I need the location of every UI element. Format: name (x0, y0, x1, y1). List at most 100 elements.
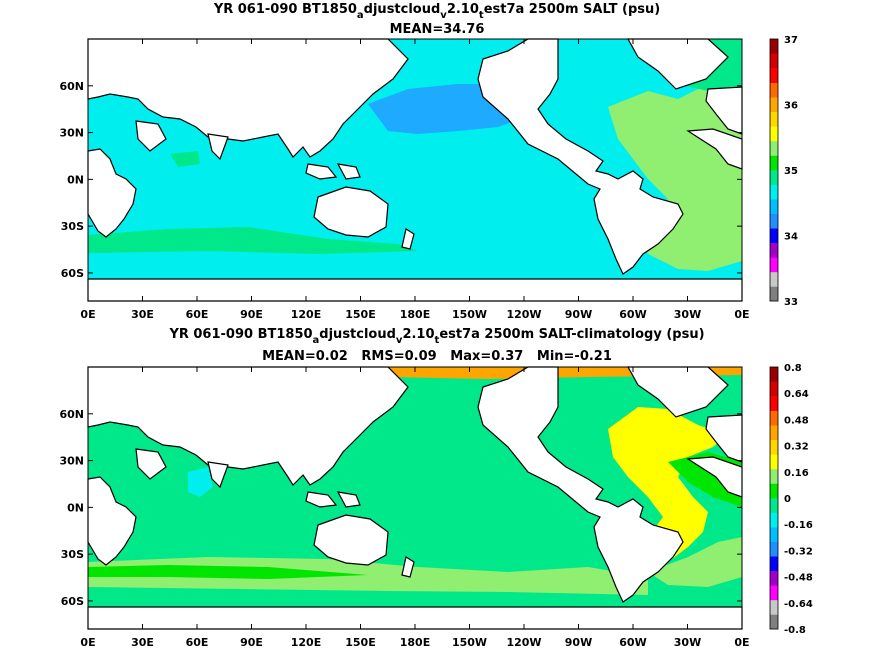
y-tick-label: 60S (61, 595, 84, 608)
colorbar-cell (770, 614, 778, 630)
x-tick-label: 90W (565, 636, 592, 649)
x-tick-label: 0E (80, 308, 95, 321)
colorbar-label: 36 (784, 101, 798, 112)
colorbar-cell (770, 242, 778, 258)
top-title-prefix: YR 061-090 BT1850 (213, 2, 357, 17)
colorbar-cell (770, 381, 778, 397)
bottom-title: YR 061-090 BT1850adjustcloudv2.10test7a … (168, 327, 704, 346)
y-tick-label: 30S (61, 548, 84, 561)
bottom-map: 60N 30N 0N 30S 60S 0E 30E 60E 90E 120E 150E 180E 15… (59, 366, 750, 649)
bottom-colorbar-cells (770, 367, 778, 630)
colorbar-cell (770, 468, 778, 484)
colorbar-cell (770, 454, 778, 470)
bottom-map-y-ticks: 60N 30N 0N 30S 60S (59, 408, 742, 608)
bottom-title-mid1: djustcloud (319, 327, 396, 342)
top-map-y-ticks: 60N 30N 0N 30S 60S (59, 80, 742, 280)
colorbar-label: 0.32 (784, 442, 809, 453)
colorbar-cell (770, 541, 778, 557)
top-title-sub1: a (357, 10, 364, 21)
x-tick-label: 0E (734, 308, 749, 321)
colorbar-cell (770, 53, 778, 69)
colorbar-cell (770, 599, 778, 615)
bottom-panel: YR 061-090 BT1850adjustcloudv2.10test7a … (59, 327, 812, 649)
x-tick-label: 60E (186, 308, 209, 321)
colorbar-cell (770, 39, 778, 54)
colorbar-cell (770, 97, 778, 113)
colorbar-label: -0.8 (784, 625, 806, 636)
colorbar-label: 0.16 (784, 468, 809, 479)
x-tick-label: 90E (240, 308, 263, 321)
colorbar-label: 35 (784, 166, 798, 177)
top-colorbar-cells (770, 39, 778, 302)
colorbar-cell (770, 425, 778, 441)
top-map-north-pacific-patch (368, 84, 520, 134)
x-tick-label: 120E (291, 636, 321, 649)
top-title-sub3: t (479, 10, 484, 21)
colorbar-label: -0.32 (784, 546, 813, 557)
y-tick-label: 60N (59, 408, 84, 421)
colorbar-label: 33 (784, 297, 798, 308)
colorbar-label: -0.64 (784, 599, 813, 610)
colorbar-cell (770, 140, 778, 156)
top-title: YR 061-090 BT1850adjustcloudv2.10test7a … (213, 2, 660, 21)
bottom-stats: MEAN=0.02 RMS=0.09 Max=0.37 Min=-0.21 (262, 349, 612, 364)
top-title-suffix: est7a 2500m SALT (psu) (484, 2, 661, 17)
colorbar-cell (770, 155, 778, 171)
x-tick-label: 30W (674, 636, 701, 649)
x-tick-label: 60W (619, 636, 646, 649)
top-title-mid1: djustcloud (364, 2, 441, 17)
colorbar-label: 0 (784, 494, 791, 505)
colorbar-cell (770, 126, 778, 142)
x-tick-label: 180E (400, 636, 430, 649)
colorbar-label: 37 (784, 35, 798, 46)
top-map-arabian-sea-patch (170, 151, 200, 167)
bottom-colorbar-frame (769, 366, 779, 630)
colorbar-label: 0.8 (784, 363, 802, 374)
colorbar-cell (770, 184, 778, 200)
colorbar-cell (770, 585, 778, 601)
y-tick-label: 30N (59, 127, 84, 140)
bottom-map-indian-fresh-patch (188, 467, 213, 497)
x-tick-label: 60W (619, 308, 646, 321)
x-tick-label: 60E (186, 636, 209, 649)
colorbar-cell (770, 439, 778, 455)
colorbar-cell (770, 286, 778, 302)
top-map-southern-band (88, 227, 418, 254)
top-panel: YR 061-090 BT1850adjustcloudv2.10test7a … (59, 2, 797, 321)
x-tick-label: 120W (506, 636, 541, 649)
colorbar-cell (770, 512, 778, 528)
bottom-title-prefix: YR 061-090 BT1850 (168, 327, 312, 342)
bottom-title-sub2: v (396, 335, 403, 346)
colorbar-cell (770, 367, 778, 382)
x-tick-label: 30W (674, 308, 701, 321)
top-colorbar-labels: 37 36 35 34 33 (784, 35, 798, 308)
colorbar-label: 0.64 (784, 389, 809, 400)
colorbar-label: 0.48 (784, 415, 809, 426)
colorbar-cell (770, 527, 778, 542)
bottom-map-atlantic-light-south (648, 537, 742, 587)
y-tick-label: 0N (67, 173, 84, 186)
bottom-colorbar: 0.8 0.64 0.48 0.32 0.16 0 -0.16 -0.32 -0.48 -0.64… (769, 363, 813, 636)
x-tick-label: 120W (506, 308, 541, 321)
bottom-colorbar-labels: 0.8 0.64 0.48 0.32 0.16 0 -0.16 -0.32 -0.48 -0.64… (784, 363, 813, 636)
bottom-title-mid2: 2.10 (402, 327, 434, 342)
x-tick-label: 90W (565, 308, 592, 321)
bottom-title-suffix: est7a 2500m SALT-climatology (psu) (439, 327, 704, 342)
colorbar-cell (770, 228, 778, 244)
x-tick-label: 0E (734, 636, 749, 649)
colorbar-label: 34 (784, 232, 798, 243)
top-colorbar-frame (769, 38, 779, 302)
y-tick-label: 0N (67, 501, 84, 514)
x-tick-label: 120E (291, 308, 321, 321)
colorbar-cell (770, 483, 778, 499)
colorbar-cell (770, 82, 778, 98)
x-tick-label: 30E (131, 636, 154, 649)
y-tick-label: 30S (61, 220, 84, 233)
y-tick-label: 60N (59, 80, 84, 93)
top-stats: MEAN=34.76 (390, 22, 485, 37)
bottom-title-sub1: a (313, 335, 320, 346)
bottom-title-sub3: t (435, 335, 440, 346)
x-tick-label: 150W (452, 308, 487, 321)
colorbar-cell (770, 199, 778, 214)
top-map-x-ticks: 0E 30E 60E 90E 120E 150E 180E 150W 120W 90W 60W 30W… (80, 39, 750, 321)
